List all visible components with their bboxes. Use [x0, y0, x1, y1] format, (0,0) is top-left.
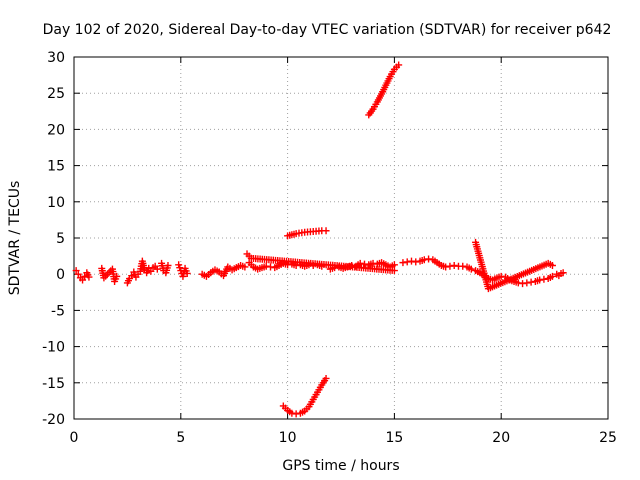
data-point: [523, 279, 531, 287]
y-tick-label: 15: [47, 159, 65, 175]
data-point: [267, 263, 275, 271]
data-segment: [553, 269, 567, 280]
data-point: [322, 227, 330, 235]
data-point: [81, 272, 89, 280]
data-point: [85, 273, 93, 281]
x-axis-label: GPS time / hours: [282, 458, 399, 474]
data-point: [412, 258, 420, 266]
x-tick-label: 0: [70, 430, 79, 446]
data-segment: [399, 255, 475, 273]
data-point: [407, 257, 415, 265]
data-segment: [279, 374, 330, 418]
y-tick-label: -5: [51, 303, 65, 319]
data-point: [548, 272, 556, 280]
data-segment: [175, 261, 191, 280]
data-segment: [365, 61, 403, 119]
data-point: [356, 259, 364, 267]
grid-lines: [74, 57, 608, 419]
data-point: [113, 272, 121, 280]
data-point: [467, 265, 475, 273]
data-segment: [472, 238, 556, 293]
data-point: [559, 269, 567, 277]
y-tick-label: 25: [47, 86, 65, 102]
data-point: [403, 258, 411, 266]
y-tick-label: -10: [42, 340, 65, 356]
data-segment: [158, 259, 172, 277]
y-axis-tick-labels: -20 -15 -10 -5 0 5 10 15 20 25 30: [42, 50, 65, 428]
data-segment: [72, 267, 93, 284]
data-segment: [198, 262, 249, 280]
data-point: [536, 276, 544, 284]
data-point: [292, 410, 300, 418]
data-point: [284, 261, 292, 269]
data-segment: [284, 227, 330, 240]
data-point: [164, 262, 172, 270]
y-tick-label: 10: [47, 195, 65, 211]
data-point: [360, 260, 368, 268]
data-point: [459, 262, 467, 270]
axis-ticks: [73, 56, 609, 420]
data-point: [74, 270, 82, 278]
data-point: [390, 267, 398, 275]
data-point: [527, 278, 535, 286]
data-point: [548, 262, 556, 270]
data-point: [519, 280, 527, 288]
data-segment: [123, 257, 161, 287]
x-axis-tick-labels: 0 5 10 15 20 25: [70, 430, 617, 446]
data-point: [241, 263, 249, 271]
data-point: [395, 61, 403, 69]
y-tick-label: -15: [42, 376, 65, 392]
data-point: [128, 272, 136, 280]
x-tick-label: 10: [279, 430, 297, 446]
data-point: [442, 263, 450, 271]
x-tick-label: 25: [599, 430, 617, 446]
data-point: [540, 275, 548, 283]
y-axis-label: SDTVAR / TECUs: [7, 181, 23, 296]
data-point: [292, 262, 300, 270]
y-tick-label: 30: [47, 50, 65, 66]
y-tick-label: 0: [56, 267, 65, 283]
data-segment: [98, 264, 121, 285]
data-point: [497, 272, 505, 280]
data-point: [514, 279, 522, 287]
data-point: [450, 262, 458, 270]
data-point: [399, 259, 407, 267]
data-point: [420, 256, 428, 264]
y-tick-label: -20: [42, 412, 65, 428]
x-tick-label: 15: [385, 430, 403, 446]
data-point: [79, 276, 87, 284]
data-point: [147, 267, 155, 275]
data-point: [446, 262, 454, 270]
chart-title: Day 102 of 2020, Sidereal Day-to-day VTE…: [43, 22, 612, 38]
data-point: [183, 269, 191, 277]
data-point: [153, 265, 161, 273]
y-tick-label: 20: [47, 122, 65, 138]
data-point: [262, 262, 270, 270]
data-point: [425, 255, 433, 263]
data-point: [288, 409, 296, 417]
x-tick-label: 20: [492, 430, 510, 446]
data-point: [322, 374, 330, 382]
data-points: [72, 61, 567, 418]
data-point: [72, 267, 80, 275]
data-segment: [243, 250, 398, 275]
y-tick-label: 5: [56, 231, 65, 247]
x-tick-label: 5: [176, 430, 185, 446]
